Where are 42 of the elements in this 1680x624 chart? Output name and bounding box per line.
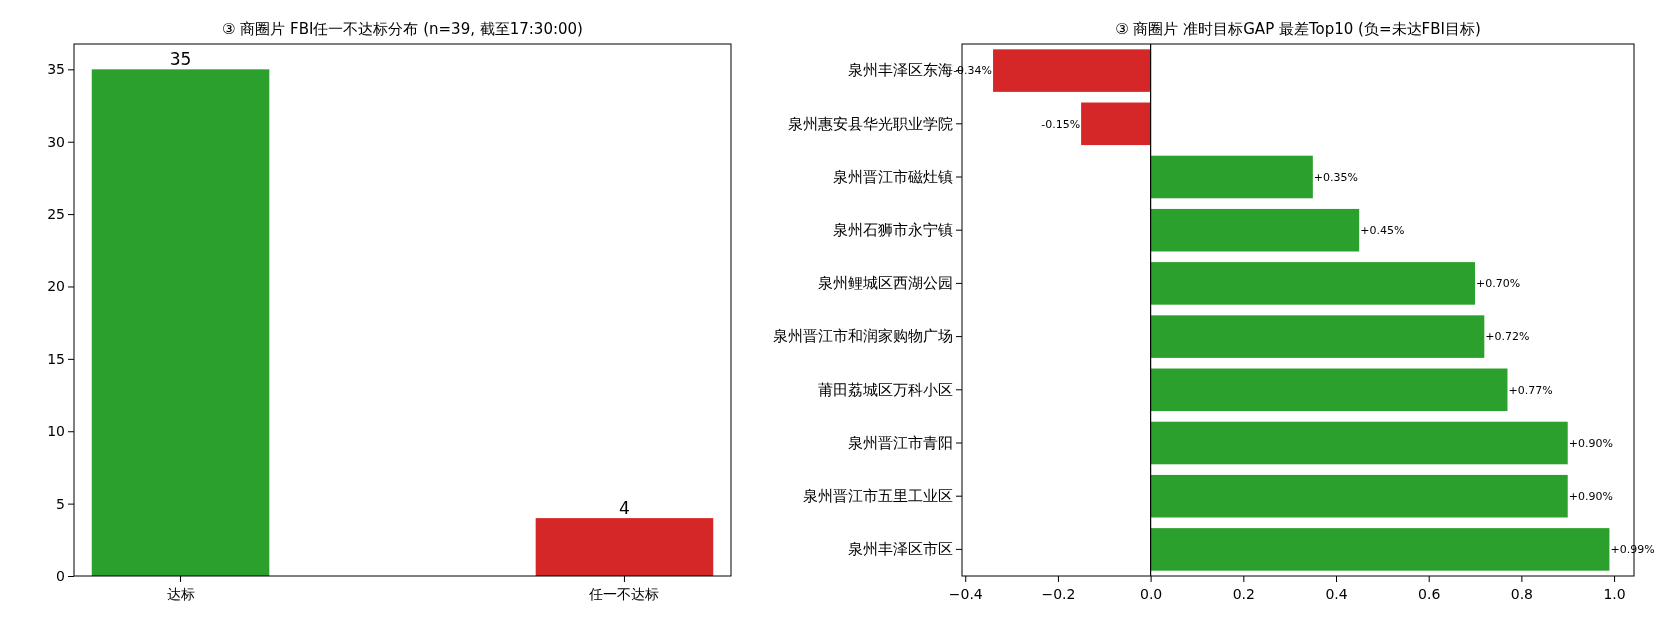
y-tick-label: 莆田荔城区万科小区 — [818, 380, 953, 399]
data-label: +0.90% — [1568, 436, 1613, 450]
data-label: 4 — [619, 498, 630, 519]
x-tick-label: 1.0 — [1603, 586, 1626, 602]
y-tick-label: 15 — [47, 350, 65, 367]
chart-title: ③ 商圈片 准时目标GAP 最差Top10 (负=未达FBI目标) — [1115, 20, 1481, 38]
data-label: +0.99% — [1610, 543, 1655, 557]
x-tick-label: 0.6 — [1418, 586, 1441, 602]
data-label: +0.45% — [1360, 224, 1405, 238]
x-tick-label: 任一不达标 — [588, 586, 660, 602]
data-label: +0.70% — [1476, 277, 1521, 291]
data-label: 35 — [169, 49, 192, 70]
data-label: +0.90% — [1568, 490, 1613, 504]
y-tick-label: 泉州惠安县华光职业学院 — [788, 114, 953, 133]
data-label: -0.34% — [953, 64, 993, 78]
chart-title: ③ 商圈片 FBI任一不达标分布 (n=39, 截至17:30:00) — [222, 20, 583, 38]
y-tick-label: 20 — [47, 278, 65, 295]
x-tick-label: 0.2 — [1232, 586, 1255, 602]
x-tick-label: 0.4 — [1325, 586, 1348, 602]
y-tick-label: 35 — [47, 61, 65, 78]
y-tick-label: 泉州晋江市五里工业区 — [803, 487, 953, 505]
y-tick-label: 10 — [47, 423, 65, 440]
y-tick-label: 泉州晋江市和润家购物广场 — [773, 327, 953, 346]
data-label: +0.35% — [1313, 170, 1358, 184]
x-tick-label: 0.8 — [1510, 586, 1534, 602]
data-label: +0.77% — [1508, 383, 1553, 397]
y-tick-label: 泉州晋江市磁灶镇 — [833, 167, 953, 186]
y-tick-label: 泉州丰泽区东海 — [848, 61, 953, 80]
y-tick-label: 泉州丰泽区市区 — [848, 540, 953, 559]
y-tick-label: 30 — [47, 133, 65, 150]
x-tick-label: −0.4 — [948, 586, 983, 602]
x-tick-label: −0.2 — [1041, 586, 1076, 602]
data-label: +0.72% — [1485, 330, 1530, 344]
x-tick-label: 达标 — [166, 586, 195, 602]
x-tick-label: 0.0 — [1139, 586, 1163, 602]
data-label: -0.15% — [1041, 117, 1081, 131]
y-tick-label: 泉州石狮市永宁镇 — [833, 221, 953, 239]
y-tick-label: 5 — [56, 495, 65, 512]
y-tick-label: 0 — [56, 567, 65, 584]
y-tick-label: 25 — [47, 206, 65, 223]
y-tick-label: 泉州晋江市青阳 — [848, 433, 953, 452]
y-tick-label: 泉州鲤城区西湖公园 — [818, 274, 953, 293]
